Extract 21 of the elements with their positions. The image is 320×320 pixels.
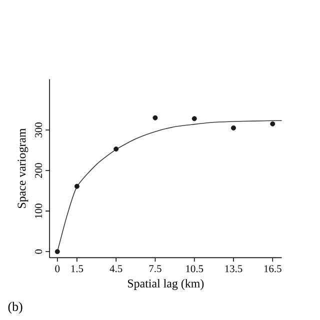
point (192, 116, 197, 122)
x-tick-label: 16.5 (264, 265, 282, 272)
point (54, 249, 60, 254)
point (270, 121, 276, 126)
point (152, 115, 158, 120)
x-tick-label: 13.5 (225, 265, 242, 272)
text: (b) (8, 302, 22, 314)
x-tick-label: 10.5 (186, 265, 204, 272)
y-tick-label: 300 (35, 122, 42, 138)
x-tick-label: 4.5 (110, 265, 122, 272)
point (74, 184, 80, 189)
y-tick-label: 0 (35, 249, 42, 254)
point (114, 146, 119, 152)
x-axis-title: Spatial lag (km) (128, 279, 204, 290)
x-tick-label: 7.5 (149, 265, 162, 272)
x-tick-label: 0 (55, 265, 60, 272)
y-axis-title: Space variogram (18, 128, 28, 208)
x-tick-label: 1.5 (71, 265, 84, 272)
y-tick-label: 200 (35, 163, 42, 178)
point (231, 125, 236, 130)
y-tick-label: 100 (35, 204, 42, 218)
